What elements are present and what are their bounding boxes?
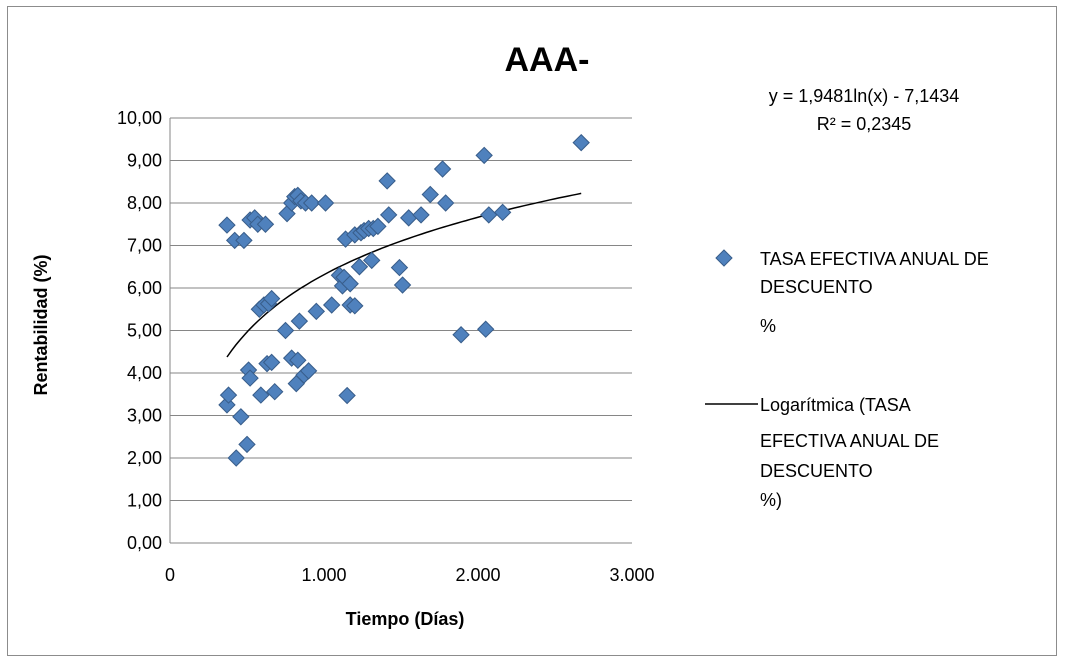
legend-trend-label-line-4: %) [760,490,782,510]
data-point [572,133,590,152]
data-point [452,326,470,344]
data-point [289,351,307,369]
data-point [393,276,412,294]
y-tick-label: 4,00 [127,363,162,383]
y-tick-label: 8,00 [127,193,162,213]
legend-entry-series: TASA EFECTIVA ANUAL DE DESCUENTO % [715,249,989,336]
y-tick-label: 0,00 [127,533,162,553]
y-tick-label: 6,00 [127,278,162,298]
data-point [241,369,259,387]
data-point [316,194,335,212]
data-point [266,382,284,401]
data-point [379,206,398,224]
data-point [378,172,396,190]
data-point [338,386,356,405]
data-point [322,296,341,314]
y-tick-label: 2,00 [127,448,162,468]
trendline-equation: y = 1,9481ln(x) - 7,1434 [769,86,960,106]
x-tick-label: 1.000 [301,565,346,585]
trendline-curve [226,192,582,358]
data-point [238,435,256,454]
legend-series-label-line-3: % [760,316,776,336]
legend-trend-label-line-1: Logarítmica (TASA [760,395,911,415]
data-point [363,251,381,270]
data-point [227,449,245,467]
y-tick-label: 10,00 [117,108,162,128]
x-axis-title: Tiempo (Días) [346,609,465,629]
data-point [346,297,364,315]
data-point [436,194,455,212]
data-point [235,231,253,250]
data-point [262,289,281,308]
data-point [476,320,495,338]
data-point [232,408,250,426]
data-point [399,209,418,227]
trendline-r-squared: R² = 0,2345 [817,114,912,134]
data-point [302,194,321,212]
y-tick-label: 5,00 [127,321,162,341]
data-point [421,185,439,204]
y-tick-label: 7,00 [127,236,162,256]
x-tick-label: 0 [165,565,175,585]
x-axis-tick-labels: 0 1.000 2.000 3.000 [165,565,655,585]
data-point [299,362,318,380]
legend-marker-diamond [715,249,733,267]
data-point [219,386,238,404]
chart-frame: AAA- y = 1,9481ln(x) - 7,1434 R² = 0,234… [7,6,1057,656]
legend-trend-label-line-3: DESCUENTO [760,461,873,481]
data-point [276,321,295,340]
legend-entry-trendline: Logarítmica (TASA EFECTIVA ANUAL DE DESC… [705,395,939,510]
data-point [218,216,236,234]
data-point [390,258,409,277]
x-tick-label: 3.000 [609,565,654,585]
data-point [341,275,359,293]
data-point [262,353,281,372]
y-axis-title: Rentabilidad (%) [31,254,51,395]
data-point [475,146,493,165]
trendline [226,192,582,358]
data-point [412,206,430,224]
data-point [433,160,452,178]
data-point [350,258,369,276]
data-point [256,215,275,233]
data-point [369,217,387,236]
data-points [218,133,590,467]
chart-title: AAA- [505,41,590,79]
legend-trend-label-line-2: EFECTIVA ANUAL DE [760,431,939,451]
legend: TASA EFECTIVA ANUAL DE DESCUENTO % Logar… [705,249,989,510]
y-tick-label: 9,00 [127,151,162,171]
legend-series-label-line-1: TASA EFECTIVA ANUAL DE [760,249,989,269]
y-tick-label: 1,00 [127,491,162,511]
data-point [252,386,270,404]
legend-series-label-line-2: DESCUENTO [760,277,873,297]
data-point [480,206,498,224]
chart-svg: AAA- y = 1,9481ln(x) - 7,1434 R² = 0,234… [31,41,989,629]
data-point [307,302,326,321]
y-axis-tick-labels: 0,00 1,00 2,00 3,00 4,00 5,00 6,00 7,00 8,00 9,00… [117,108,162,553]
x-tick-label: 2.000 [455,565,500,585]
gridlines [169,117,632,544]
y-tick-label: 3,00 [127,406,162,426]
data-point [290,312,309,330]
data-point [493,203,512,222]
